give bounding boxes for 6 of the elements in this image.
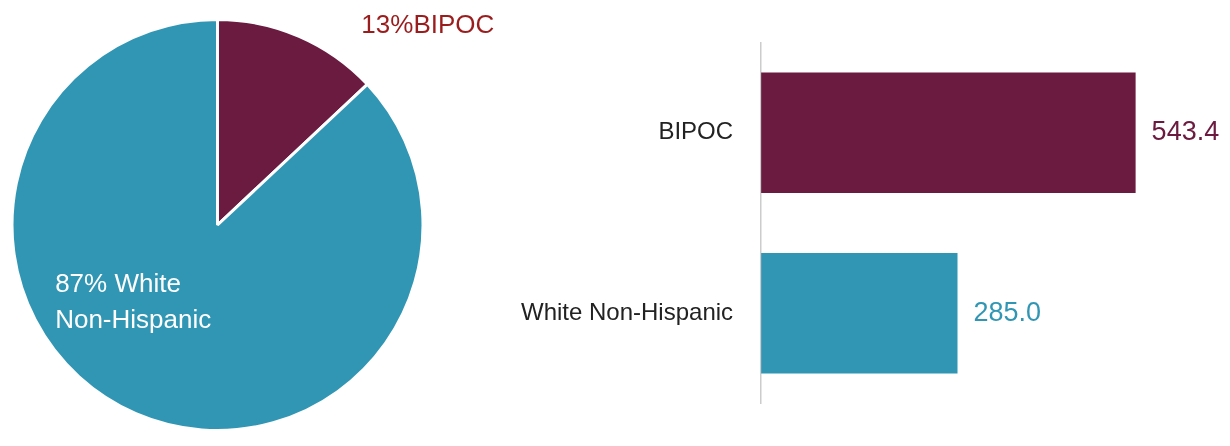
slice-label: 13%BIPOC	[361, 8, 495, 39]
y-tick-label: White Non-Hispanic	[521, 297, 734, 325]
data-label: 285.0	[973, 296, 1042, 327]
y-tick-label: BIPOC	[658, 117, 734, 145]
data-label: 543.4	[1151, 116, 1220, 147]
slice-label: 87% White Non-Hispanic	[55, 267, 212, 334]
